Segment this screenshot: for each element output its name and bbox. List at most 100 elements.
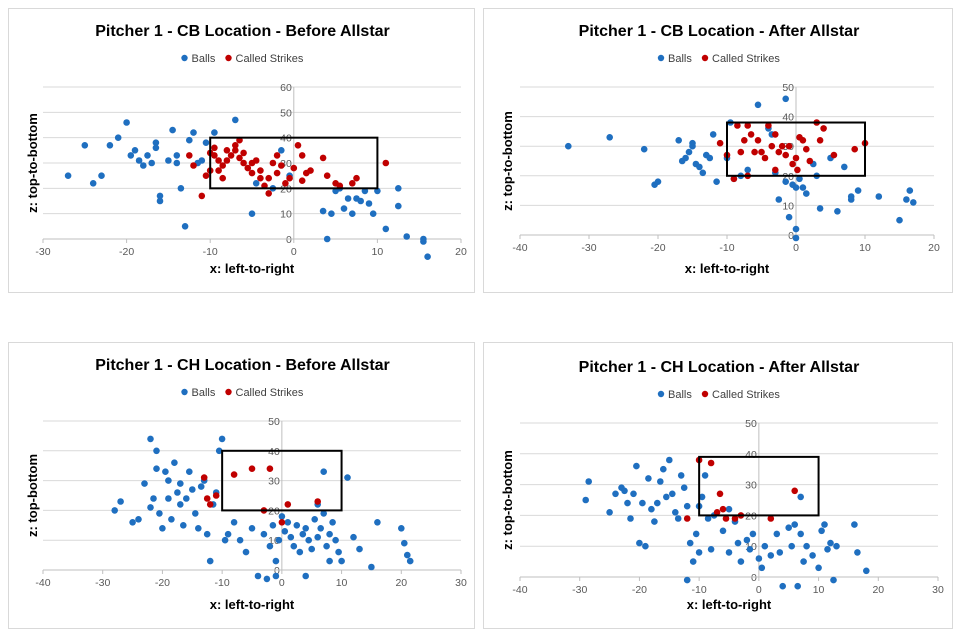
ball-point: [395, 202, 402, 210]
ball-point: [248, 210, 256, 217]
y-tick-label: 10: [782, 200, 794, 212]
ball-point: [169, 126, 176, 134]
called-strike-point: [227, 152, 235, 159]
ball-point: [803, 190, 810, 197]
ball-point: [818, 527, 825, 535]
ball-point: [725, 549, 733, 556]
ball-point: [854, 549, 861, 556]
y-tick-label: 30: [268, 476, 280, 488]
called-strike-point: [730, 175, 738, 183]
x-axis-title: x: left-to-right: [210, 261, 295, 276]
called-strike-point: [298, 152, 306, 159]
ball-point: [755, 555, 763, 562]
called-strike-point: [716, 139, 724, 147]
x-tick-label: -20: [632, 584, 647, 596]
called-strike-point: [719, 505, 727, 513]
x-tick-label: -30: [581, 242, 596, 254]
called-strike-point: [232, 147, 239, 154]
called-strike-point: [266, 465, 274, 472]
ball-point: [368, 563, 375, 571]
ball-point: [794, 582, 801, 590]
ball-point: [369, 210, 377, 217]
called-strike-point: [791, 487, 798, 495]
called-strike-point: [200, 474, 208, 481]
called-strike-point: [747, 131, 755, 138]
called-strike-point: [722, 515, 730, 522]
ball-point: [767, 552, 775, 559]
called-strike-point: [349, 180, 356, 187]
ball-point: [744, 166, 751, 174]
ball-point: [689, 139, 696, 147]
ball-point: [156, 510, 163, 517]
x-tick-label: -40: [35, 577, 50, 589]
ball-point: [177, 501, 184, 508]
legend-marker-balls: [657, 54, 665, 62]
ball-point: [645, 475, 652, 482]
ball-point: [669, 490, 676, 498]
called-strike-point: [212, 492, 220, 499]
chart-svg-cb-before: Pitcher 1 - CB Location - Before Allstar…: [25, 23, 467, 276]
ball-point: [202, 139, 210, 146]
ball-point: [785, 524, 792, 531]
y-tick-label: 50: [268, 416, 280, 428]
y-axis-title: z: top-to-bottom: [500, 111, 515, 211]
x-tick-label: -20: [155, 577, 170, 589]
y-tick-label: 30: [280, 158, 292, 170]
ball-point: [582, 496, 589, 504]
y-tick-label: 60: [280, 82, 292, 94]
ball-point: [851, 521, 858, 528]
y-axis-title: z: top-bottom: [25, 454, 40, 537]
ball-point: [195, 525, 202, 532]
chart-title: Pitcher 1 - CB Location - Before Allstar: [95, 23, 390, 40]
ball-point: [224, 530, 232, 538]
called-strike-point: [265, 190, 273, 197]
called-strike-point: [806, 157, 814, 165]
ball-point: [293, 522, 301, 529]
legend-marker-called-strikes: [701, 54, 709, 62]
ball-point: [173, 152, 181, 159]
ball-point: [621, 487, 628, 495]
ball-point: [791, 521, 798, 528]
ball-point: [816, 205, 824, 212]
ball-point: [701, 472, 709, 479]
ball-point: [344, 474, 351, 481]
y-tick-label: 10: [268, 535, 280, 547]
ball-point: [792, 234, 800, 242]
ball-point: [272, 557, 280, 565]
ball-point: [682, 154, 689, 162]
ball-point: [651, 518, 658, 525]
ball-point: [349, 210, 356, 217]
x-tick-label: -30: [572, 584, 587, 596]
ball-point: [699, 169, 707, 177]
ball-point: [311, 516, 319, 523]
ball-point: [788, 542, 795, 550]
ball-point: [232, 116, 239, 124]
ball-point: [278, 147, 285, 154]
ball-point: [827, 539, 834, 547]
ball-point: [660, 465, 667, 473]
called-strike-point: [248, 169, 256, 177]
called-strike-point: [240, 149, 247, 157]
ball-point: [174, 489, 181, 496]
ball-point: [612, 490, 619, 498]
ball-point: [792, 225, 800, 233]
called-strike-point: [298, 177, 306, 184]
ball-point: [683, 502, 691, 510]
called-strike-point: [799, 137, 807, 144]
called-strike-point: [754, 137, 762, 144]
ball-point: [153, 465, 160, 472]
y-tick-label: 30: [745, 480, 757, 492]
ball-point: [424, 253, 431, 260]
ball-point: [281, 528, 289, 535]
called-strike-point: [707, 459, 715, 467]
ball-point: [252, 180, 260, 187]
called-strike-point: [186, 152, 193, 159]
called-strike-point: [230, 471, 238, 478]
ball-point: [140, 162, 147, 169]
ball-point: [186, 468, 193, 475]
called-strike-point: [286, 174, 293, 182]
called-strike-point: [223, 147, 231, 154]
called-strike-point: [273, 169, 281, 177]
x-tick-label: -10: [215, 577, 230, 589]
ball-point: [896, 216, 903, 224]
